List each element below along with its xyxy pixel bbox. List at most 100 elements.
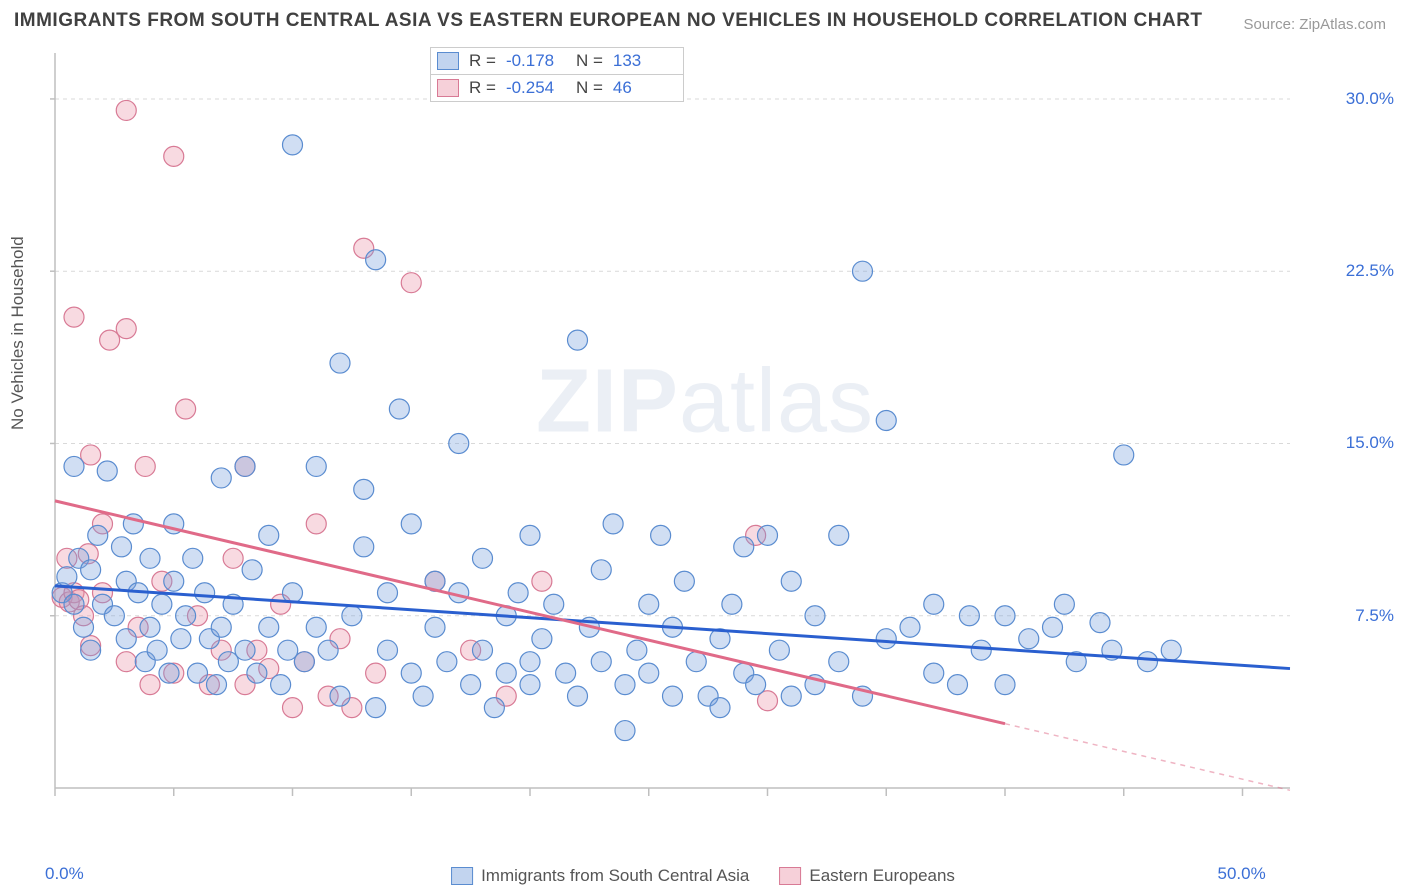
chart-title: IMMIGRANTS FROM SOUTH CENTRAL ASIA VS EA…	[14, 10, 1203, 32]
data-point	[247, 663, 267, 683]
legend-swatch	[451, 867, 473, 885]
data-point	[366, 250, 386, 270]
data-point	[183, 548, 203, 568]
y-tick-label: 30.0%	[1346, 89, 1394, 109]
data-point	[207, 675, 227, 695]
data-point	[948, 675, 968, 695]
data-point	[188, 663, 208, 683]
data-point	[259, 617, 279, 637]
stats-n-value: 46	[613, 78, 673, 98]
data-point	[64, 594, 84, 614]
data-point	[734, 537, 754, 557]
source-attribution: Source: ZipAtlas.com	[1243, 16, 1386, 33]
legend-swatch	[779, 867, 801, 885]
data-point	[88, 525, 108, 545]
data-point	[57, 567, 77, 587]
data-point	[971, 640, 991, 660]
data-point	[722, 594, 742, 614]
data-point	[710, 698, 730, 718]
data-point	[278, 640, 298, 660]
stats-n-label: N =	[576, 51, 603, 71]
data-point	[437, 652, 457, 672]
data-point	[81, 560, 101, 580]
data-point	[746, 675, 766, 695]
data-point	[116, 100, 136, 120]
data-point	[104, 606, 124, 626]
data-point	[366, 663, 386, 683]
data-point	[147, 640, 167, 660]
stats-r-label: R =	[469, 51, 496, 71]
stats-n-value: 133	[613, 51, 673, 71]
data-point	[532, 571, 552, 591]
data-point	[769, 640, 789, 660]
data-point	[1161, 640, 1181, 660]
y-tick-label: 15.0%	[1346, 433, 1394, 453]
data-point	[171, 629, 191, 649]
data-point	[64, 456, 84, 476]
data-point	[924, 663, 944, 683]
data-point	[591, 652, 611, 672]
data-point	[164, 571, 184, 591]
data-point	[520, 675, 540, 695]
data-point	[116, 652, 136, 672]
data-point	[211, 468, 231, 488]
data-point	[758, 525, 778, 545]
data-point	[176, 399, 196, 419]
data-point	[995, 675, 1015, 695]
x-tick-label: 50.0%	[1218, 864, 1266, 884]
data-point	[211, 617, 231, 637]
data-point	[116, 319, 136, 339]
legend-label: Eastern Europeans	[809, 866, 955, 886]
data-point	[568, 686, 588, 706]
data-point	[413, 686, 433, 706]
data-point	[378, 640, 398, 660]
data-point	[306, 617, 326, 637]
plot-area: ZIPatlas	[50, 48, 1360, 818]
data-point	[354, 537, 374, 557]
data-point	[294, 652, 314, 672]
data-point	[627, 640, 647, 660]
data-point	[639, 663, 659, 683]
data-point	[508, 583, 528, 603]
stats-row: R =-0.254N =46	[430, 74, 684, 102]
data-point	[235, 640, 255, 660]
data-point	[781, 571, 801, 591]
data-point	[64, 307, 84, 327]
data-point	[995, 606, 1015, 626]
data-point	[663, 686, 683, 706]
data-point	[306, 456, 326, 476]
data-point	[1043, 617, 1063, 637]
data-point	[401, 514, 421, 534]
data-point	[223, 548, 243, 568]
data-point	[259, 525, 279, 545]
data-point	[1114, 445, 1134, 465]
data-point	[1019, 629, 1039, 649]
data-point	[401, 273, 421, 293]
data-point	[959, 606, 979, 626]
y-axis-label: No Vehicles in Household	[8, 236, 28, 430]
stats-row: R = -0.178 N = 133	[430, 47, 684, 75]
data-point	[271, 675, 291, 695]
data-point	[829, 525, 849, 545]
legend-item: Immigrants from South Central Asia	[451, 866, 749, 886]
data-point	[639, 594, 659, 614]
data-point	[330, 686, 350, 706]
data-point	[900, 617, 920, 637]
data-point	[342, 606, 362, 626]
data-point	[556, 663, 576, 683]
data-point	[615, 721, 635, 741]
series-swatch	[437, 79, 459, 97]
stats-r-value: -0.178	[506, 51, 566, 71]
data-point	[112, 537, 132, 557]
y-tick-label: 22.5%	[1346, 261, 1394, 281]
data-point	[603, 514, 623, 534]
data-point	[829, 652, 849, 672]
data-point	[140, 548, 160, 568]
data-point	[176, 606, 196, 626]
data-point	[805, 606, 825, 626]
data-point	[135, 456, 155, 476]
data-point	[674, 571, 694, 591]
stats-n-label: N =	[576, 78, 603, 98]
data-point	[686, 652, 706, 672]
data-point	[544, 594, 564, 614]
